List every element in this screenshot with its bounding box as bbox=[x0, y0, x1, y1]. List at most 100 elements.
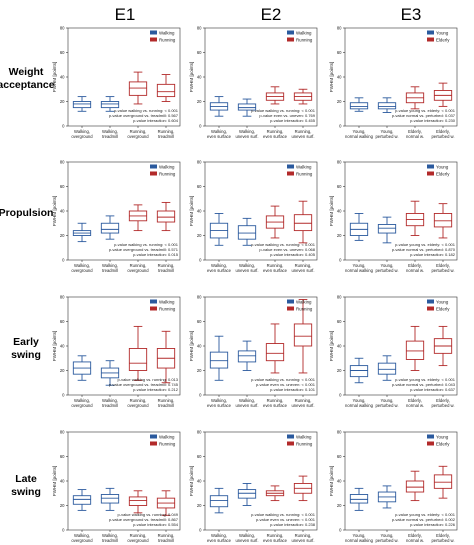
x-category-label: Walking, bbox=[211, 533, 227, 538]
y-axis-label: FWHM [points] bbox=[52, 331, 57, 361]
y-tick-label: 80 bbox=[197, 295, 202, 300]
legend-label: Young bbox=[436, 434, 449, 439]
box-iqr bbox=[349, 494, 369, 504]
y-axis-label: FWHM [points] bbox=[189, 466, 194, 496]
y-tick-label: 60 bbox=[337, 184, 342, 189]
box-iqr bbox=[237, 225, 257, 240]
y-tick-label: 20 bbox=[197, 233, 202, 238]
p-value-annotation: p-value walking vs. running: < 0.001 bbox=[251, 377, 316, 382]
x-category-label: treadmill bbox=[158, 268, 174, 273]
x-category-label: treadmill bbox=[102, 134, 118, 139]
legend-swatch bbox=[427, 441, 434, 446]
x-category-label: Elderly, bbox=[436, 398, 450, 403]
p-value-annotation: p-value normal vs. perturbed: 0.037 bbox=[392, 113, 456, 118]
legend-swatch bbox=[287, 171, 294, 176]
legend-swatch bbox=[287, 30, 294, 35]
legend-swatch bbox=[287, 164, 294, 169]
x-category-label: normal w. bbox=[406, 538, 424, 543]
x-category-label: Running, bbox=[158, 398, 175, 403]
x-category-label: Young, bbox=[381, 398, 394, 403]
p-value-annotation: p-value young vs. elderly: < 0.001 bbox=[395, 512, 456, 517]
legend-swatch bbox=[287, 37, 294, 42]
legend-label: Walking bbox=[296, 299, 312, 304]
x-category-label: Running, bbox=[295, 129, 312, 134]
x-category-label: perturbed w. bbox=[431, 268, 454, 273]
column-title-e3: E3 bbox=[401, 5, 422, 24]
x-category-label: Elderly, bbox=[408, 263, 422, 268]
legend-swatch bbox=[287, 441, 294, 446]
box-iqr bbox=[128, 81, 148, 96]
x-category-label: Walking, bbox=[74, 263, 90, 268]
legend-label: Walking bbox=[159, 30, 175, 35]
box-iqr bbox=[433, 212, 453, 228]
y-axis-label: FWHM [points] bbox=[189, 196, 194, 226]
x-category-label: Walking, bbox=[211, 129, 227, 134]
box-iqr bbox=[100, 494, 120, 504]
x-category-label: Running, bbox=[130, 263, 147, 268]
box-iqr bbox=[293, 323, 313, 347]
x-category-label: Running, bbox=[130, 129, 147, 134]
column-title-e2: E2 bbox=[261, 5, 282, 24]
legend-label: Elderly bbox=[436, 37, 450, 42]
legend-swatch bbox=[287, 434, 294, 439]
p-value-annotation: p-value interaction: 0.230 bbox=[410, 118, 456, 123]
y-axis-label: FWHM [points] bbox=[329, 466, 334, 496]
legend-label: Elderly bbox=[436, 306, 450, 311]
x-category-label: overground bbox=[71, 538, 93, 543]
x-category-label: Walking, bbox=[239, 398, 255, 403]
p-value-annotation: p-value interaction: 0.405 bbox=[270, 252, 316, 257]
x-category-label: Walking, bbox=[239, 533, 255, 538]
y-tick-label: 80 bbox=[60, 26, 65, 31]
x-category-label: treadmill bbox=[158, 403, 174, 408]
y-axis-label: FWHM [points] bbox=[329, 331, 334, 361]
x-category-label: perturbed w. bbox=[375, 134, 398, 139]
x-category-label: Young, bbox=[353, 263, 366, 268]
x-category-label: treadmill bbox=[102, 403, 118, 408]
x-category-label: Running, bbox=[158, 533, 175, 538]
p-value-annotation: p-value walking vs. running: < 0.001 bbox=[251, 108, 316, 113]
x-category-label: treadmill bbox=[102, 538, 118, 543]
p-value-annotation: p-value interaction: 0.182 bbox=[410, 252, 456, 257]
p-value-annotation: p-value interaction: 0.212 bbox=[133, 387, 179, 392]
x-category-label: Running, bbox=[130, 533, 147, 538]
box-iqr bbox=[349, 365, 369, 378]
row-title-late-swing-line2: swing bbox=[11, 486, 41, 498]
x-category-label: overground bbox=[127, 134, 149, 139]
p-value-annotation: p-value young vs. elderly: < 0.001 bbox=[395, 377, 456, 382]
x-category-label: Elderly, bbox=[408, 398, 422, 403]
row-title-propulsion: Propulsion bbox=[0, 207, 53, 219]
y-tick-label: 80 bbox=[337, 26, 342, 31]
x-category-label: overground bbox=[71, 403, 93, 408]
y-tick-label: 0 bbox=[339, 258, 342, 263]
x-category-label: overground bbox=[71, 268, 93, 273]
p-value-annotation: p-value walking vs. running: < 0.001 bbox=[251, 512, 316, 517]
row-title-early-swing-line2: swing bbox=[11, 349, 41, 361]
p-value-annotation: p-value overground vs. treadmill: 0.567 bbox=[109, 113, 179, 118]
x-category-label: uneven surf. bbox=[235, 538, 258, 543]
p-value-annotation: p-value young vs. elderly: < 0.001 bbox=[395, 108, 456, 113]
x-category-label: Running, bbox=[130, 398, 147, 403]
y-tick-label: 20 bbox=[337, 233, 342, 238]
p-value-annotation: p-value even vs. uneven: 0.769 bbox=[259, 113, 315, 118]
legend-swatch bbox=[427, 434, 434, 439]
y-tick-label: 40 bbox=[197, 479, 202, 484]
y-tick-label: 40 bbox=[337, 479, 342, 484]
y-tick-label: 80 bbox=[60, 295, 65, 300]
legend-swatch bbox=[150, 30, 157, 35]
x-category-label: Young, bbox=[381, 263, 394, 268]
x-category-label: Walking, bbox=[102, 533, 118, 538]
x-category-label: Walking, bbox=[102, 263, 118, 268]
legend-label: Elderly bbox=[436, 171, 450, 176]
y-tick-label: 80 bbox=[60, 160, 65, 165]
y-tick-label: 0 bbox=[62, 393, 65, 398]
x-category-label: uneven surf. bbox=[291, 134, 314, 139]
legend-swatch bbox=[427, 171, 434, 176]
x-category-label: Young, bbox=[353, 398, 366, 403]
legend-label: Running bbox=[159, 441, 176, 446]
box-iqr bbox=[377, 362, 397, 375]
y-tick-label: 40 bbox=[60, 479, 65, 484]
y-tick-label: 20 bbox=[337, 368, 342, 373]
